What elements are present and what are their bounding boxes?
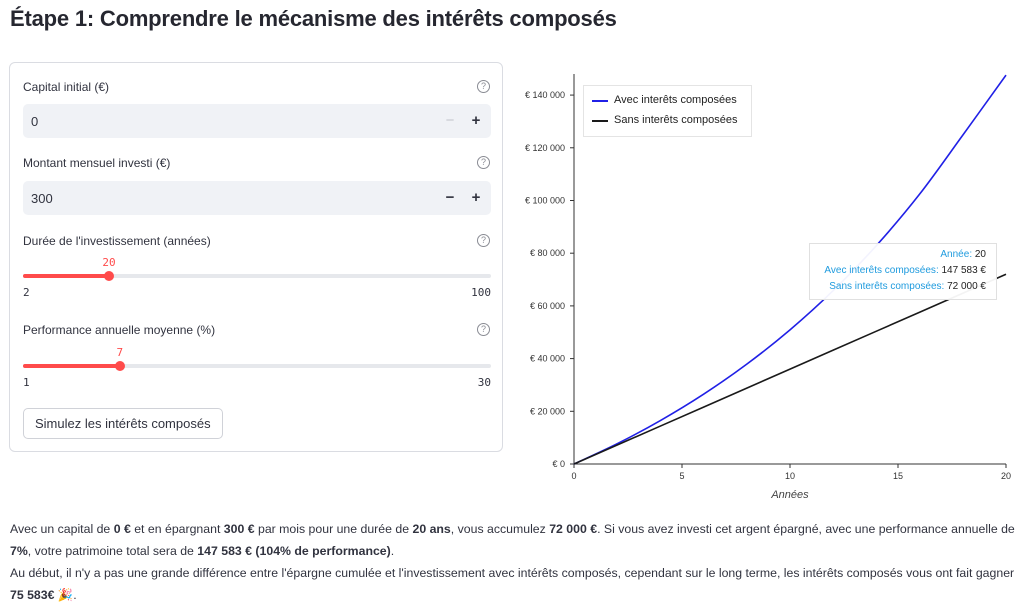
simulation-form: Capital initial (€) ? 0 − + Montant mens… [9,62,503,452]
monthly-decrement-button[interactable]: − [445,189,455,206]
chart-legend: Avec interêts composées Sans interêts co… [583,85,752,137]
duration-slider[interactable]: 20 2 100 [23,256,491,303]
summary-paragraph-1: Avec un capital de 0 € et en épargnant 3… [10,522,1015,558]
capital-label: Capital initial (€) [23,80,110,94]
series-line-simple [573,273,1007,465]
capital-value: 0 [31,114,39,129]
slider-min-label: 1 [23,376,30,389]
tooltip-value: 20 [974,249,986,260]
help-icon[interactable]: ? [477,234,490,247]
performance-slider[interactable]: 7 1 30 [23,346,491,393]
capital-decrement-button[interactable]: − [445,112,455,129]
slider-current-value: 7 [116,346,124,359]
capital-input[interactable]: 0 − + [23,104,491,138]
x-tick-label: 15 [893,471,903,481]
simulate-button[interactable]: Simulez les intérêts composés [23,408,223,439]
y-tick-label: € 100 000 [525,195,565,205]
y-tick-label: € 20 000 [530,406,565,416]
y-tick-label: € 120 000 [525,143,565,153]
x-axis-label: Années [770,489,809,501]
help-icon[interactable]: ? [477,156,490,169]
slider-current-value: 20 [102,256,116,269]
tooltip-key: Année [940,249,970,260]
slider-thumb[interactable] [114,361,125,371]
y-tick-label: € 80 000 [530,248,565,258]
legend-swatch [592,100,608,102]
summary-monthly: 300 € [223,522,255,536]
page-title: Étape 1: Comprendre le mécanisme des int… [10,6,617,31]
tooltip-year: Année: 20 [940,249,986,260]
tooltip-value: 147 583 € [941,265,987,276]
legend-label: Avec interêts composées [614,94,737,106]
slider-max-label: 100 [471,286,491,299]
summary-gain: 75 583€ [10,588,55,602]
summary-capital: 0 € [113,522,131,536]
monthly-input[interactable]: 300 − + [23,181,491,215]
y-tick-label: € 140 000 [525,90,565,100]
summary-paragraph-2: Au début, il n'y a pas une grande différ… [10,566,1015,602]
slider-fill [23,364,120,368]
tooltip-value: 72 000 € [947,281,986,292]
tooltip-key: Sans interêts composées [829,281,942,292]
duration-label: Durée de l'investissement (années) [23,234,211,248]
help-icon[interactable]: ? [477,323,490,336]
summary-years: 20 ans [412,522,451,536]
x-tick-label: 5 [679,471,684,481]
chart-svg: € 0 € 20 000 € 40 000 € 60 000 € 80 000 € 100… [525,74,1011,501]
slider-track[interactable] [23,274,491,278]
tooltip-key: Avec interêts composées [824,265,936,276]
x-tick-label: 10 [785,471,795,481]
summary-text: Avec un capital de 0 € et en épargnant 3… [10,518,1015,606]
tooltip-simple: Sans interêts composées: 72 000 € [829,281,986,292]
slider-track[interactable] [23,364,491,368]
monthly-label: Montant mensuel investi (€) [23,156,171,170]
chart-tooltip: Année: 20 Avec interêts composées: 147 5… [809,243,997,300]
summary-saved: 72 000 € [549,522,598,536]
monthly-increment-button[interactable]: + [471,189,481,206]
legend-swatch [592,120,608,122]
y-tick-label: € 0 [552,459,565,469]
slider-max-label: 30 [477,376,491,389]
party-icon: 🎉 [57,588,74,602]
y-tick-label: € 60 000 [530,301,565,311]
slider-fill [23,274,109,278]
y-tick-label: € 40 000 [530,354,565,364]
series-line-compound [573,74,1007,465]
monthly-value: 300 [31,191,53,206]
capital-increment-button[interactable]: + [471,112,481,129]
x-tick-label: 20 [1001,471,1011,481]
summary-rate: 7% [10,544,28,558]
performance-label: Performance annuelle moyenne (%) [23,323,216,337]
slider-min-label: 2 [23,286,30,299]
compound-interest-chart: € 0 € 20 000 € 40 000 € 60 000 € 80 000 € 100… [512,62,1020,502]
help-icon[interactable]: ? [477,80,490,93]
legend-label: Sans interêts composées [614,114,738,126]
tooltip-compound: Avec interêts composées: 147 583 € [824,265,987,276]
slider-thumb[interactable] [103,271,114,281]
x-tick-label: 0 [571,471,576,481]
summary-total: 147 583 € (104% de performance) [197,544,391,558]
